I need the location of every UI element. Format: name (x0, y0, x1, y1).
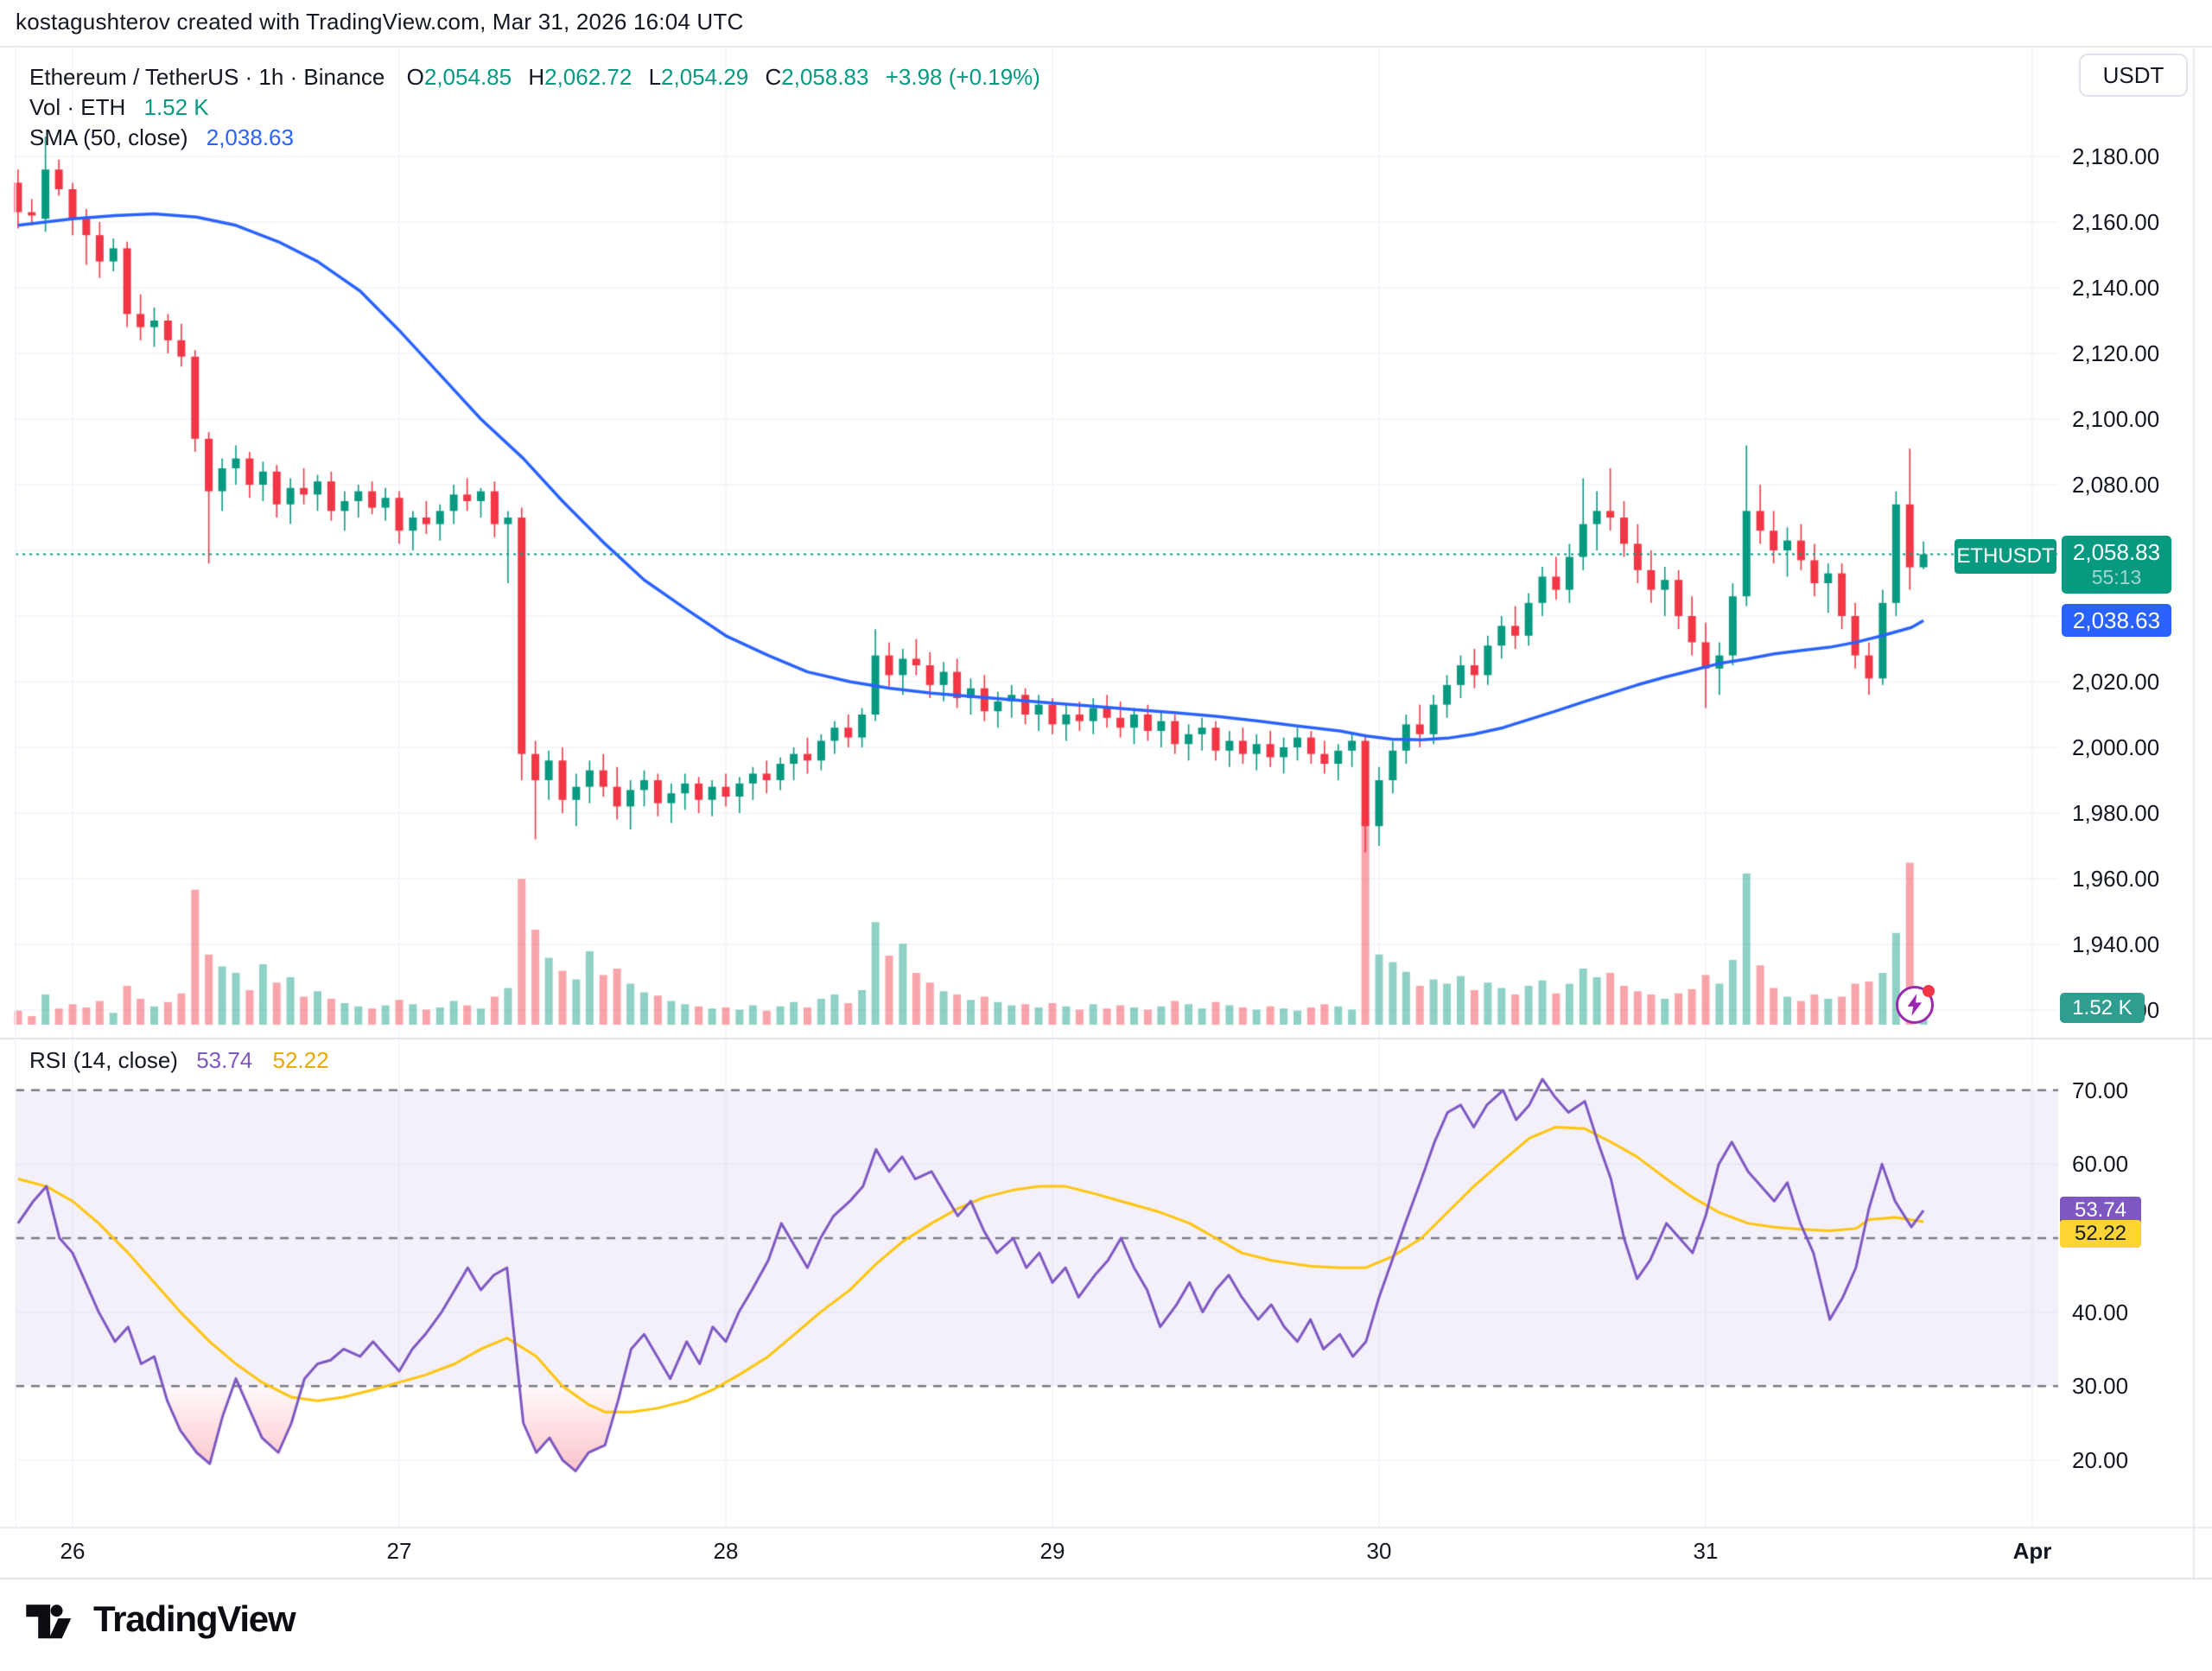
tradingview-logo-text: TradingView (93, 1598, 296, 1639)
price-axis-label: 2,080.00 (2072, 472, 2160, 498)
rsi-axis-label: 20.00 (2072, 1446, 2129, 1473)
rsi-axis-label: 70.00 (2072, 1077, 2129, 1103)
time-axis-label: 27 (386, 1538, 412, 1564)
price-axis-label: 2,140.00 (2072, 275, 2160, 301)
price-axis-label: 2,160.00 (2072, 209, 2160, 235)
low-label: L (648, 64, 662, 90)
price-axis-label: 2,000.00 (2072, 734, 2160, 760)
rsi-axis-label: 40.00 (2072, 1299, 2129, 1325)
rsi-axis-label: 60.00 (2072, 1151, 2129, 1178)
price-axis-label: 1,960.00 (2072, 866, 2160, 892)
sma-price-badge[interactable]: 2,038.63 (2062, 604, 2171, 638)
time-axis-label: Apr (2012, 1538, 2052, 1564)
volume-label: Vol · ETH (29, 94, 126, 120)
rsi-axis-label: 30.00 (2072, 1373, 2129, 1400)
symbol-tag-badge[interactable]: ETHUSDT (1955, 539, 2056, 575)
time-axis-label: 31 (1693, 1538, 1719, 1564)
time-axis-label: 26 (60, 1538, 86, 1564)
chart-legend: Ethereum / TetherUS · 1h · Binance O2,05… (29, 62, 1040, 153)
time-axis-label: 29 (1039, 1538, 1065, 1564)
notification-dot (1923, 985, 1935, 997)
last-price-value: 2,058.83 (2072, 539, 2161, 566)
open-label: O (406, 64, 424, 90)
symbol-title[interactable]: Ethereum / TetherUS · 1h · Binance (29, 64, 385, 90)
close-label: C (765, 64, 782, 90)
volume-legend-row[interactable]: Vol · ETH 1.52 K (29, 92, 1040, 123)
high-value: 2,062.72 (544, 64, 632, 90)
currency-usdt-button[interactable]: USDT (2079, 54, 2188, 97)
tradingview-logo[interactable]: TradingView (24, 1597, 296, 1642)
price-axis-label: 1,980.00 (2072, 800, 2160, 826)
rsi-label: RSI (14, close) (29, 1047, 178, 1073)
lightning-bolt-glyph (1907, 994, 1923, 1016)
rsi-ma-value-badge[interactable]: 52.22 (2060, 1219, 2141, 1248)
price-axis-label: 1,940.00 (2072, 931, 2160, 957)
rsi-value-badge[interactable]: 53.74 (2060, 1196, 2141, 1224)
rsi-legend[interactable]: RSI (14, close) 53.74 52.22 (29, 1047, 329, 1074)
attribution-text: kostagushterov created with TradingView.… (16, 9, 744, 35)
volume-value: 1.52 K (143, 94, 209, 120)
volume-badge[interactable]: 1.52 K (2060, 993, 2145, 1023)
time-axis-label: 30 (1366, 1538, 1392, 1564)
sma-label: SMA (50, close) (29, 124, 188, 150)
rsi-ma-value: 52.22 (272, 1047, 329, 1073)
low-value: 2,054.29 (661, 64, 749, 90)
sma-value: 2,038.63 (206, 124, 294, 150)
high-label: H (528, 64, 545, 90)
symbol-ohlc-row[interactable]: Ethereum / TetherUS · 1h · Binance O2,05… (29, 62, 1040, 92)
price-axis-label: 2,180.00 (2072, 143, 2160, 169)
open-value: 2,054.85 (423, 64, 512, 90)
tradingview-logo-mark (26, 1604, 72, 1639)
price-axis-label: 2,120.00 (2072, 340, 2160, 366)
bar-countdown: 55:13 (2091, 566, 2142, 589)
time-axis-label: 28 (713, 1538, 739, 1564)
rsi-value: 53.74 (196, 1047, 253, 1073)
last-price-badge[interactable]: 2,058.83 55:13 (2062, 536, 2171, 594)
change-value: +3.98 (+0.19%) (885, 64, 1040, 90)
lightning-events-icon[interactable] (1896, 985, 1935, 1024)
close-value: 2,058.83 (781, 64, 869, 90)
sma-legend-row[interactable]: SMA (50, close) 2,038.63 (29, 123, 1040, 153)
price-axis-label: 2,100.00 (2072, 406, 2160, 432)
price-axis-label: 2,020.00 (2072, 669, 2160, 695)
